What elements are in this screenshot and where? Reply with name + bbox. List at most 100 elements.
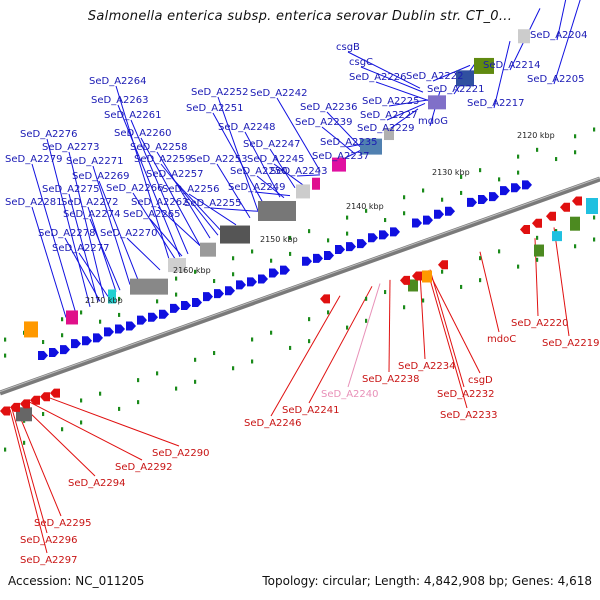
callout-lines	[9, 0, 581, 554]
gene-label-sed_a2257: SeD_A2257	[146, 169, 204, 180]
gene-label-sed_a2249: SeD_A2249	[228, 182, 286, 193]
forward-gene-arrow	[82, 336, 92, 346]
tick-mark	[232, 366, 235, 371]
gene-label-sed_a2236: SeD_A2236	[300, 102, 358, 113]
tick-mark	[517, 154, 520, 159]
forward-gene-arrow	[203, 292, 213, 302]
forward-gene-arrow	[115, 324, 125, 334]
callout-line	[31, 163, 77, 315]
tick-mark	[555, 157, 558, 162]
tick-mark	[574, 244, 577, 249]
forward-gene-arrow	[302, 256, 312, 266]
callout-line	[21, 404, 96, 477]
gene-arrows	[0, 180, 582, 416]
backbone-highlight	[0, 177, 600, 393]
feature-block	[570, 216, 580, 231]
feature-block	[332, 157, 346, 172]
callout-line	[388, 99, 431, 107]
callout-line	[68, 193, 99, 303]
gene-label-csgc: csgC	[349, 57, 373, 68]
forward-gene-arrow	[478, 195, 488, 205]
kbp-labels: 2120 kbp 2130 kbp 2140 kbp 2150 kbp 2160 kbp…	[85, 131, 555, 305]
callout-line	[308, 286, 373, 404]
feature-blocks	[16, 29, 598, 422]
forward-gene-arrow	[170, 303, 180, 313]
gene-label-sed_a2272: SeD_A2272	[61, 197, 119, 208]
gene-label-sed_a2229: SeD_A2229	[357, 123, 415, 134]
tick-mark	[479, 278, 482, 283]
reverse-gene-arrow	[30, 395, 40, 405]
feature-block	[24, 321, 38, 338]
gene-label-sed_a2245: SeD_A2245	[247, 154, 305, 165]
tick-mark	[118, 296, 121, 301]
forward-gene-arrow	[148, 312, 158, 322]
callout-line	[321, 126, 354, 153]
callout-line	[29, 401, 143, 461]
tick-mark	[308, 339, 311, 344]
feature-block	[586, 197, 598, 214]
tick-mark	[118, 312, 121, 317]
tick-mark	[384, 218, 387, 223]
callout-line	[429, 269, 465, 388]
callout-line	[115, 85, 171, 263]
gene-label-sed_a2252: SeD_A2252	[191, 87, 249, 98]
gene-label-sed_a2235: SeD_A2235	[320, 137, 378, 148]
gene-label-sed_a2279: SeD_A2279	[5, 154, 63, 165]
tick-mark	[479, 168, 482, 173]
gene-label-sed_a2253: SeD_A2253	[190, 154, 248, 165]
kbp-label: 2140 kbp	[346, 202, 384, 211]
feature-block	[552, 231, 562, 242]
tick-mark	[327, 310, 330, 315]
tick-mark	[289, 251, 292, 256]
callout-line	[427, 272, 468, 409]
gene-label-sed_a2226: SeD_A2226	[349, 72, 407, 83]
tick-mark	[346, 325, 349, 330]
tick-mark	[365, 208, 368, 213]
tick-mark	[536, 257, 539, 262]
tick-mark	[365, 318, 368, 323]
tick-mark	[80, 398, 83, 403]
forward-gene-arrow	[192, 298, 202, 308]
gene-label-sed_a2266: SeD_A2266	[106, 183, 164, 194]
gene-label-sed_a2256: SeD_A2256	[162, 184, 220, 195]
gene-label-sed_a2204: SeD_A2204	[530, 30, 588, 41]
callout-line	[92, 165, 131, 285]
callout-line	[556, 0, 567, 41]
callout-line	[89, 218, 121, 291]
scale-ticks	[4, 127, 596, 452]
tick-mark	[403, 211, 406, 216]
gene-label-sed_a2214: SeD_A2214	[483, 60, 541, 71]
forward-gene-arrow	[214, 289, 224, 299]
callout-line	[273, 163, 304, 186]
forward-gene-arrow	[500, 186, 510, 196]
forward-gene-arrow	[258, 274, 268, 284]
callout-line	[156, 151, 211, 239]
tick-mark	[213, 351, 216, 356]
gene-label-sed_a2259: SeD_A2259	[134, 154, 192, 165]
feature-block	[66, 310, 78, 325]
tick-mark	[441, 197, 444, 202]
gene-label-sed_a2221: SeD_A2221	[427, 84, 485, 95]
gene-label-sed_a2241: SeD_A2241	[282, 405, 340, 416]
gene-label-sed_a2297: SeD_A2297	[20, 555, 78, 566]
tick-mark	[498, 177, 501, 182]
gene-label-sed_a2258: SeD_A2258	[130, 142, 188, 153]
tick-mark	[175, 386, 178, 391]
callout-line	[217, 96, 259, 212]
forward-gene-arrow	[313, 253, 323, 263]
tick-mark	[289, 235, 292, 240]
tick-mark	[536, 235, 539, 240]
gene-label-csgb: csgB	[336, 42, 360, 53]
callout-line	[188, 193, 237, 226]
reverse-gene-arrow	[0, 406, 10, 416]
feature-block	[422, 270, 432, 283]
tick-mark	[232, 256, 235, 261]
gene-label-sed_a2295: SeD_A2295	[34, 518, 92, 529]
tick-mark	[80, 310, 83, 315]
forward-gene-arrow	[60, 345, 70, 355]
feature-block	[428, 95, 446, 110]
kbp-label: 2120 kbp	[517, 131, 555, 140]
tick-mark	[42, 340, 45, 345]
callout-line	[9, 409, 48, 554]
